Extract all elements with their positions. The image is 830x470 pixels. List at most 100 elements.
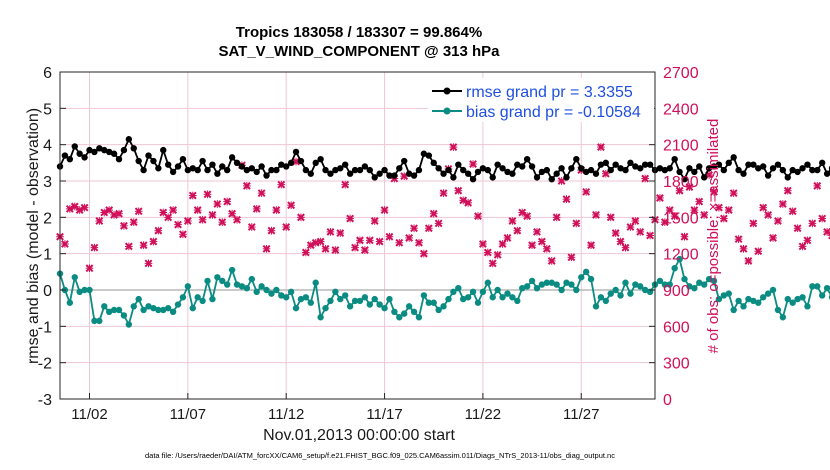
rmse-point — [366, 166, 373, 174]
bias-point — [66, 299, 74, 306]
count-marker — [375, 237, 384, 246]
bias-point — [814, 283, 821, 290]
rmse-point — [351, 166, 359, 174]
grid-lines — [60, 72, 655, 399]
rmse-point — [248, 165, 255, 172]
count-marker — [331, 246, 340, 254]
bias-point — [681, 275, 688, 283]
bias-point — [632, 281, 639, 288]
rmse-point — [376, 170, 383, 177]
rmse-point — [332, 166, 339, 174]
bias-point — [484, 279, 492, 286]
rmse-point — [405, 170, 413, 177]
bias-point — [799, 294, 806, 301]
chart-subtitle: SAT_V_WIND_COMPONENT @ 313 hPa — [218, 43, 500, 60]
count-marker — [356, 236, 364, 245]
bias-point — [445, 295, 452, 303]
count-marker — [744, 257, 753, 265]
count-marker — [380, 206, 389, 214]
rmse-point — [617, 165, 624, 172]
bias-point — [86, 286, 93, 294]
bias-point — [671, 265, 678, 272]
rmse-point — [233, 159, 241, 167]
bias-point — [214, 274, 221, 281]
rmse-point — [238, 163, 246, 170]
count-marker — [803, 236, 812, 245]
count-marker — [395, 238, 404, 247]
rmse-point — [430, 159, 437, 167]
bias-point — [169, 308, 177, 315]
rmse-point — [450, 174, 457, 181]
rmse-point — [342, 161, 349, 168]
rmse-point — [750, 161, 757, 168]
bias-point — [543, 279, 551, 286]
bias-point — [101, 303, 108, 310]
bias-point — [514, 297, 521, 305]
bias-point — [597, 294, 605, 301]
count-marker — [120, 221, 128, 230]
bias-point — [287, 288, 295, 296]
rmse-point — [715, 161, 723, 168]
count-marker — [198, 215, 207, 224]
bias-point — [533, 284, 541, 292]
rmse-point — [243, 166, 251, 174]
count-marker — [734, 235, 743, 244]
bias-point — [637, 283, 644, 290]
rmse-point — [755, 165, 762, 172]
rmse-point — [179, 156, 187, 163]
bias-point — [155, 306, 162, 314]
rmse-point — [155, 165, 162, 172]
count-marker — [449, 143, 458, 151]
count-marker — [297, 213, 305, 222]
bias-point — [401, 310, 408, 317]
count-marker — [764, 211, 773, 219]
x-tick-label: 11/12 — [268, 406, 304, 423]
rmse-point — [209, 161, 216, 168]
bias-point — [391, 308, 398, 315]
rmse-point — [273, 166, 280, 174]
bias-point — [268, 290, 275, 297]
count-marker — [267, 226, 276, 235]
bias-point — [499, 294, 506, 301]
rmse-point — [592, 170, 600, 177]
bias-point — [558, 286, 565, 294]
rmse-point — [292, 148, 300, 156]
rmse-point — [656, 165, 664, 172]
bias-point — [194, 294, 201, 301]
count-marker — [321, 244, 330, 253]
legend-rmse-label: rmse grand pr = 3.3355 — [466, 84, 633, 101]
bias-point — [96, 317, 103, 325]
rmse-point — [823, 170, 830, 177]
count-marker — [169, 206, 178, 214]
bias-point — [700, 281, 708, 288]
bias-point — [258, 283, 265, 290]
count-marker — [149, 237, 158, 246]
rmse-point — [686, 165, 693, 172]
bias-point — [809, 283, 816, 290]
count-marker — [513, 226, 522, 235]
rmse-point — [312, 159, 319, 167]
bias-point — [563, 279, 570, 286]
rmse-point — [297, 157, 305, 165]
rmse-point — [725, 159, 732, 167]
bias-point — [691, 284, 698, 292]
count-marker — [90, 243, 99, 252]
bias-point — [91, 317, 98, 325]
bias-point — [140, 306, 147, 314]
count-marker — [547, 257, 556, 265]
count-marker — [778, 200, 787, 208]
count-marker — [61, 240, 69, 248]
right-tick-label: 0 — [663, 392, 672, 409]
bias-point — [209, 295, 216, 303]
bias-point — [469, 288, 477, 296]
count-marker — [474, 212, 482, 221]
rmse-point — [174, 163, 182, 170]
count-marker — [95, 217, 104, 225]
bias-point — [582, 268, 590, 276]
rmse-point — [587, 166, 595, 174]
count-marker — [754, 247, 763, 256]
count-marker — [675, 186, 684, 195]
rmse-point — [194, 166, 201, 174]
count-marker — [223, 197, 232, 206]
rmse-point — [105, 148, 113, 156]
